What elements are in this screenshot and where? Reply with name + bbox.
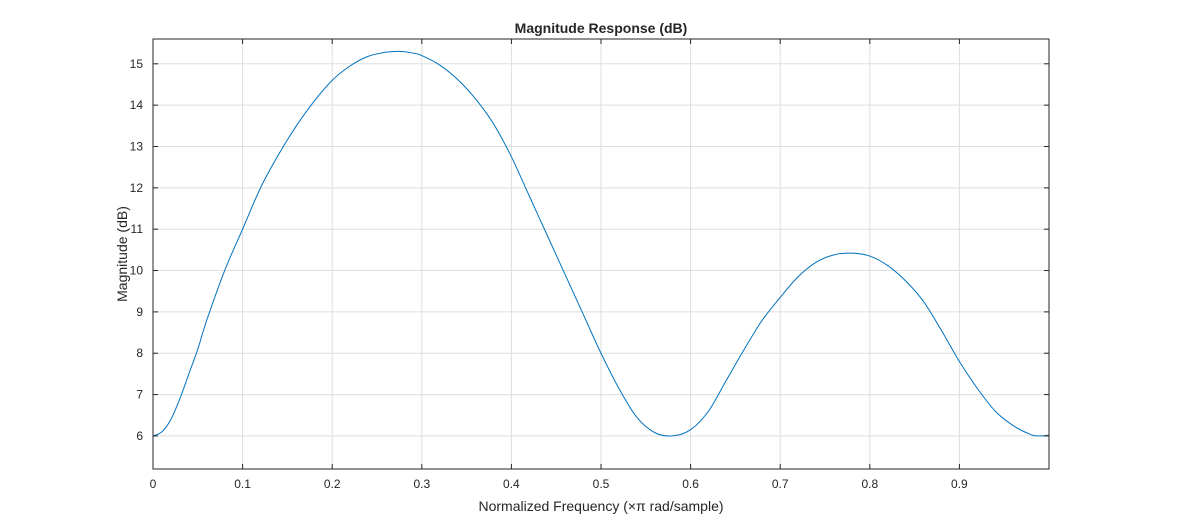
y-tick-label: 7 <box>136 388 143 402</box>
y-tick-label: 13 <box>130 140 144 154</box>
y-tick-label: 8 <box>136 346 143 360</box>
chart-title: Magnitude Response (dB) <box>515 20 688 36</box>
x-tick-label: 0.4 <box>503 477 520 491</box>
x-tick-label: 0 <box>150 477 157 491</box>
y-tick-label: 15 <box>130 57 144 71</box>
x-tick-label: 0.1 <box>234 477 251 491</box>
y-tick-label: 6 <box>136 429 143 443</box>
y-tick-label: 9 <box>136 305 143 319</box>
y-tick-label: 14 <box>130 98 144 112</box>
x-tick-label: 0.2 <box>324 477 341 491</box>
y-tick-label: 12 <box>130 181 144 195</box>
y-tick-labels: 6 7 8 9 10 11 12 13 14 15 <box>130 57 144 443</box>
x-tick-label: 0.5 <box>593 477 610 491</box>
y-axis-label: Magnitude (dB) <box>114 206 130 302</box>
y-tick-label: 11 <box>131 222 144 236</box>
series-layer <box>152 50 1050 437</box>
x-tick-labels: 0 0.1 0.2 0.3 0.4 0.5 0.6 0.7 0.8 0.9 <box>150 477 968 491</box>
x-axis-label: Normalized Frequency (×π rad/sample) <box>478 498 723 514</box>
x-tick-label: 0.3 <box>413 477 430 491</box>
x-tick-label: 0.6 <box>682 477 699 491</box>
magnitude-series-line <box>152 50 1050 437</box>
x-tick-label: 0.9 <box>951 477 968 491</box>
x-tick-label: 0.8 <box>861 477 878 491</box>
y-tick-label: 10 <box>130 264 144 278</box>
x-tick-label: 0.7 <box>772 477 789 491</box>
tick-marks <box>152 39 1049 469</box>
